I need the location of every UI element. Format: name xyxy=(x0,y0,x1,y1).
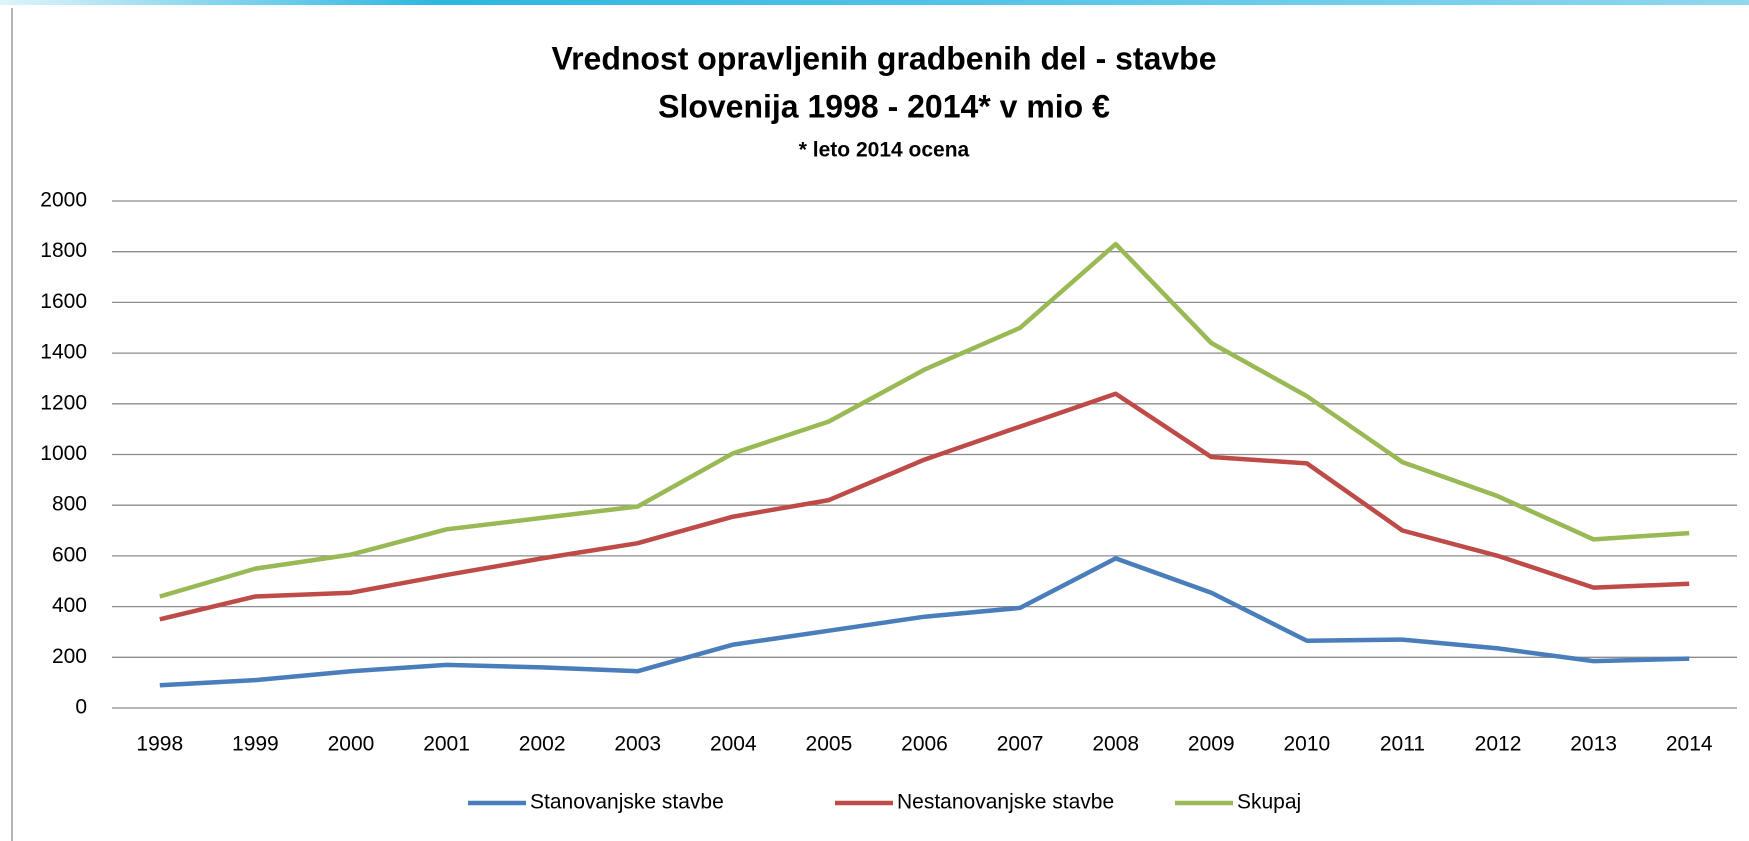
y-tick-label: 1200 xyxy=(40,391,87,414)
chart-note: * leto 2014 ocena xyxy=(799,139,970,162)
x-tick-label: 2012 xyxy=(1475,733,1522,756)
y-tick-label: 0 xyxy=(75,696,87,719)
y-tick-label: 200 xyxy=(52,645,87,668)
x-tick-label: 2013 xyxy=(1570,733,1617,756)
x-tick-label: 2014 xyxy=(1666,733,1713,756)
x-tick-label: 2000 xyxy=(328,733,375,756)
y-tick-label: 1000 xyxy=(40,442,87,465)
series-line xyxy=(159,241,1690,599)
x-tick-label: 2001 xyxy=(423,733,470,756)
legend-label: Stanovanjske stavbe xyxy=(530,791,724,814)
legend-label: Skupaj xyxy=(1237,791,1301,814)
series-line xyxy=(159,556,1690,688)
top-strip xyxy=(0,0,1749,5)
chart-title: Vrednost opravljenih gradbenih del - sta… xyxy=(551,40,1216,76)
y-tick-label: 800 xyxy=(52,493,87,516)
x-tick-label: 2010 xyxy=(1283,733,1330,756)
x-tick-label: 2007 xyxy=(997,733,1044,756)
y-tick-label: 600 xyxy=(52,543,87,566)
x-tick-label: 2006 xyxy=(901,733,948,756)
x-tick-label: 2002 xyxy=(519,733,566,756)
x-tick-label: 1998 xyxy=(136,733,183,756)
series-line xyxy=(159,391,1690,622)
x-tick-label: 2004 xyxy=(710,733,757,756)
x-tick-label: 2009 xyxy=(1188,733,1235,756)
y-tick-label: 1800 xyxy=(40,239,87,262)
y-tick-label: 400 xyxy=(52,594,87,617)
x-tick-label: 2005 xyxy=(806,733,853,756)
y-tick-label: 1600 xyxy=(40,290,87,313)
x-tick-label: 2008 xyxy=(1092,733,1139,756)
x-tick-label: 1999 xyxy=(232,733,279,756)
legend-label: Nestanovanjske stavbe xyxy=(897,791,1114,814)
x-tick-label: 2011 xyxy=(1380,733,1425,756)
x-tick-label: 2003 xyxy=(614,733,661,756)
y-tick-label: 2000 xyxy=(40,189,87,212)
chart-subtitle: Slovenija 1998 - 2014* v mio € xyxy=(658,88,1110,124)
y-tick-label: 1400 xyxy=(40,341,87,364)
